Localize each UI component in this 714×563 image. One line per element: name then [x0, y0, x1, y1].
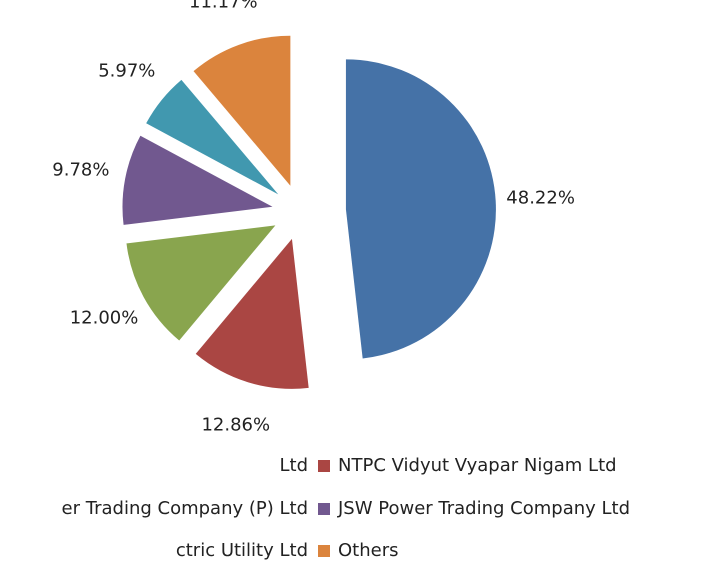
data-label: 5.97% [98, 61, 155, 82]
legend-label: NTPC Vidyut Vyapar Nigam Ltd [338, 455, 617, 476]
pie-slice [193, 35, 291, 186]
data-label: 12.86% [201, 415, 270, 436]
legend-label: er Trading Company (P) Ltd [62, 498, 308, 519]
legend-swatch [318, 545, 330, 557]
legend-label: Others [338, 540, 399, 561]
legend-label: ctric Utility Ltd [176, 540, 308, 561]
pie-slice [195, 238, 309, 389]
data-label: 11.17% [189, 0, 258, 13]
pie-slice [345, 59, 496, 359]
data-label: 12.00% [70, 307, 139, 328]
legend-label: Ltd [279, 455, 308, 476]
legend-swatch [318, 460, 330, 472]
pie-slice [122, 135, 273, 225]
pie-slice [146, 79, 279, 195]
pie-slice [126, 225, 276, 341]
legend-label: JSW Power Trading Company Ltd [337, 498, 630, 519]
data-label: 9.78% [52, 160, 109, 181]
data-label: 48.22% [506, 188, 575, 209]
legend-swatch [318, 503, 330, 515]
